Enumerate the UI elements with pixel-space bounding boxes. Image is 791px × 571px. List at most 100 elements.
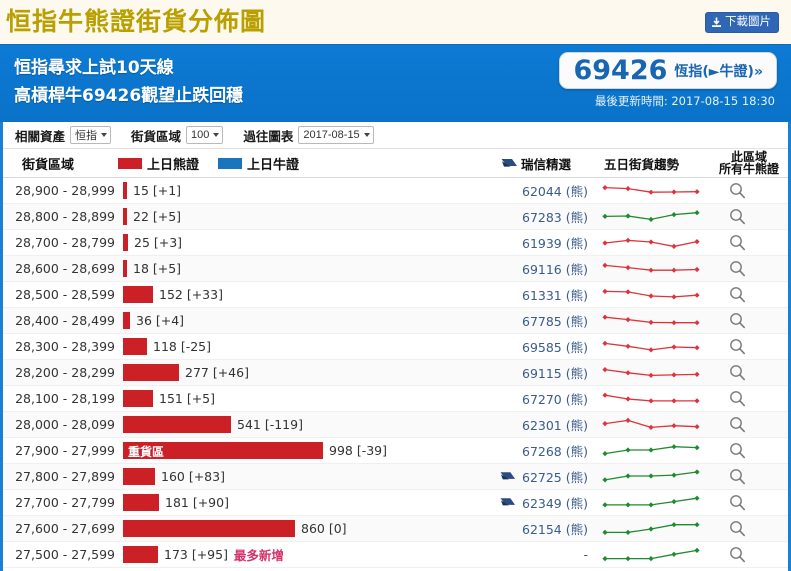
search-icon[interactable] xyxy=(729,468,746,485)
search-icon[interactable] xyxy=(729,390,746,407)
table-row: 27,600 - 27,699 860 [0] 62154 (熊) xyxy=(3,516,788,542)
filter-zone-value: 100 xyxy=(191,129,210,141)
last-update-time: 最後更新時間: 2017-08-15 18:30 xyxy=(594,94,775,108)
row-warrant-code[interactable]: 67785 (熊) xyxy=(522,314,588,329)
legend-item-bull: 上日牛證 xyxy=(218,154,299,173)
table-row: 28,900 - 28,999 15 [+1] 62044 (熊) xyxy=(3,178,788,204)
table-row: 28,800 - 28,899 22 [+5] 67283 (熊) xyxy=(3,204,788,230)
table-row: 28,400 - 28,499 36 [+4] 67785 (熊) xyxy=(3,308,788,334)
row-range-label: 27,600 - 27,699 xyxy=(15,521,115,536)
row-bar xyxy=(123,208,127,225)
row-sparkline xyxy=(601,259,701,278)
chevron-down-icon xyxy=(363,133,370,137)
filter-zone-select[interactable]: 100 xyxy=(186,126,224,144)
headline-line-2: 高槓桿牛69426觀望止跌回穩 xyxy=(14,86,244,106)
filter-underlying-select[interactable]: 恒指 xyxy=(70,126,112,144)
row-value-label: 277 [+46] xyxy=(185,365,249,380)
row-bar xyxy=(123,182,127,199)
row-warrant-code[interactable]: - xyxy=(583,547,588,562)
row-range-label: 27,800 - 27,899 xyxy=(15,469,115,484)
download-icon xyxy=(711,17,722,28)
row-range-label: 28,900 - 28,999 xyxy=(15,183,115,198)
bar-fill xyxy=(123,312,130,329)
search-icon[interactable] xyxy=(729,260,746,277)
row-range-label: 28,400 - 28,499 xyxy=(15,313,115,328)
bar-fill xyxy=(123,260,127,277)
row-range-label: 28,000 - 28,099 xyxy=(15,417,115,432)
legend-label-bear: 上日熊證 xyxy=(147,157,200,173)
row-warrant-code[interactable]: 62154 (熊) xyxy=(522,522,588,537)
featured-warrant-label: 恆指(►牛證)» xyxy=(674,63,763,80)
row-warrant-code[interactable]: 69585 (熊) xyxy=(522,340,588,355)
table-row: 28,500 - 28,599 152 [+33] 61331 (熊) xyxy=(3,282,788,308)
table-row: 27,700 - 27,799 181 [+90] 62349 (熊) xyxy=(3,490,788,516)
row-warrant-code[interactable]: 69115 (熊) xyxy=(522,366,588,381)
filter-date-value: 2017-08-15 xyxy=(303,129,360,141)
table-row: 27,900 - 27,999 重貨區 998 [-39] 67268 (熊) xyxy=(3,438,788,464)
row-range-label: 28,700 - 28,799 xyxy=(15,235,115,250)
row-warrant-code[interactable]: 61939 (熊) xyxy=(522,236,588,251)
search-icon[interactable] xyxy=(729,494,746,511)
search-icon[interactable] xyxy=(729,312,746,329)
row-range-label: 28,800 - 28,899 xyxy=(15,209,115,224)
search-icon[interactable] xyxy=(729,182,746,199)
row-sparkline xyxy=(601,415,701,434)
table-row: 28,100 - 28,199 151 [+5] 67270 (熊) xyxy=(3,386,788,412)
row-value-label: 25 [+3] xyxy=(134,235,183,250)
search-icon[interactable] xyxy=(729,234,746,251)
row-warrant-code[interactable]: 61331 (熊) xyxy=(522,288,588,303)
search-icon[interactable] xyxy=(729,520,746,537)
row-warrant-code[interactable]: 67283 (熊) xyxy=(522,210,588,225)
featured-warrant-button[interactable]: 69426 恆指(►牛證)» xyxy=(559,52,777,89)
search-icon[interactable] xyxy=(729,416,746,433)
column-header-all-cbbc-line1: 此區域 xyxy=(730,150,767,164)
bar-fill xyxy=(123,520,295,537)
row-value-label: 36 [+4] xyxy=(136,313,185,328)
row-warrant-code[interactable]: 62044 (熊) xyxy=(522,184,588,199)
column-header-pick: 瑞信精選 xyxy=(501,154,571,173)
row-sparkline xyxy=(601,285,701,304)
row-bar xyxy=(123,260,127,277)
row-warrant-code[interactable]: 67270 (熊) xyxy=(522,392,588,407)
search-icon[interactable] xyxy=(729,546,746,563)
search-icon[interactable] xyxy=(729,364,746,381)
filter-bar: 相關資產 恒指 街貨區域 100 過往圖表 2017-08-15 xyxy=(3,122,788,149)
row-warrant-code[interactable]: 62301 (熊) xyxy=(522,418,588,433)
table-row: 28,200 - 28,299 277 [+46] 69115 (熊) xyxy=(3,360,788,386)
row-sparkline xyxy=(601,337,701,356)
row-bar xyxy=(123,416,231,433)
bar-fill xyxy=(123,468,155,485)
filter-underlying: 相關資產 恒指 xyxy=(15,126,112,145)
row-warrant-code[interactable]: 67268 (熊) xyxy=(522,444,588,459)
filter-date-select[interactable]: 2017-08-15 xyxy=(298,126,374,144)
legend-swatch-bull xyxy=(218,157,242,169)
row-range-label: 27,900 - 27,999 xyxy=(15,443,115,458)
row-warrant-code[interactable]: 62349 (熊) xyxy=(522,496,588,511)
row-value-label: 860 [0] xyxy=(301,521,347,536)
row-bar xyxy=(123,390,153,407)
row-value-label: 160 [+83] xyxy=(161,469,225,484)
row-range-label: 28,600 - 28,699 xyxy=(15,261,115,276)
bar-inline-label: 重貨區 xyxy=(128,445,165,459)
credit-suisse-swoosh-icon xyxy=(500,496,516,508)
row-warrant-code[interactable]: 69116 (熊) xyxy=(522,262,588,277)
bar-fill xyxy=(123,182,127,199)
row-sparkline xyxy=(601,493,701,512)
bar-fill xyxy=(123,494,159,511)
row-warrant-code[interactable]: 62725 (熊) xyxy=(522,470,588,485)
download-button-label: 下載圖片 xyxy=(725,16,771,28)
download-image-button[interactable]: 下載圖片 xyxy=(705,12,779,33)
row-range-label: 28,300 - 28,399 xyxy=(15,339,115,354)
filter-zone: 街貨區域 100 xyxy=(131,126,224,145)
search-icon[interactable] xyxy=(729,442,746,459)
search-icon[interactable] xyxy=(729,338,746,355)
row-sparkline xyxy=(601,389,701,408)
row-value-label: 118 [-25] xyxy=(153,339,212,354)
search-icon[interactable] xyxy=(729,208,746,225)
row-value-label: 15 [+1] xyxy=(133,183,182,198)
row-sparkline xyxy=(601,233,701,252)
credit-suisse-swoosh-icon xyxy=(500,470,516,482)
search-icon[interactable] xyxy=(729,286,746,303)
row-bar xyxy=(123,338,147,355)
row-bar xyxy=(123,468,155,485)
